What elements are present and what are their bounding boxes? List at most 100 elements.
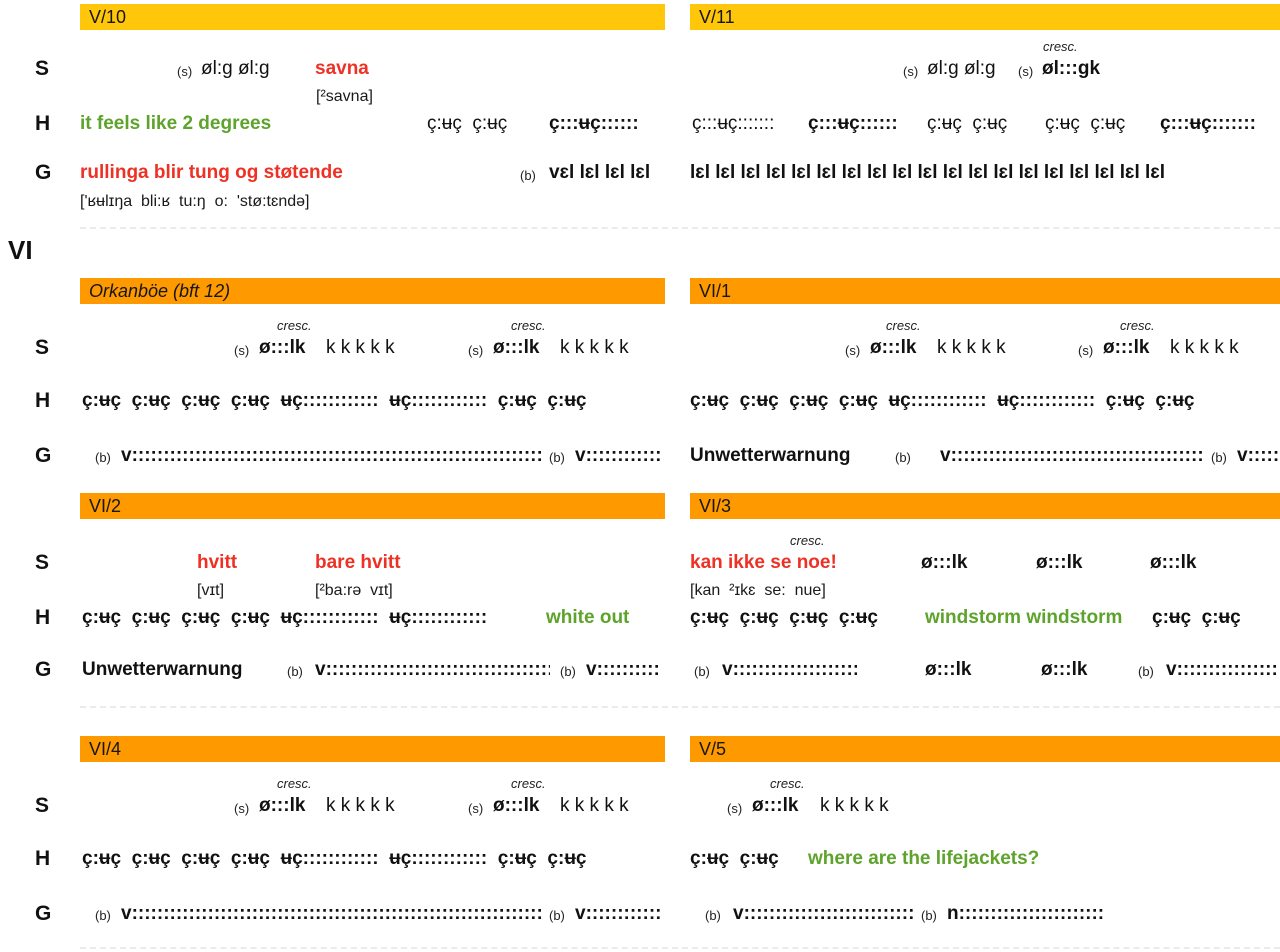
panel-header-vi4: VI/4 (80, 736, 665, 762)
orkanboe-s-k-seq: k k k k k (560, 337, 629, 358)
sub-voice-indicator: (s) (234, 343, 250, 358)
cresc-marking: cresc. (277, 776, 312, 791)
sub-voice-indicator: (b) (921, 908, 937, 923)
orkanboe-s-phonetic-bold: ø:::lk (493, 337, 540, 358)
v11-h-phonetic: ç:ʉç ç:ʉç (927, 113, 1008, 134)
vi3-g-phonetic-bold: ø:::lk (925, 659, 972, 680)
voice-label-h: H (35, 389, 51, 412)
v11-s-phonetic-bold: øl:::gk (1042, 58, 1101, 79)
v10-s-phonetic: øl:g øl:g (201, 58, 270, 79)
sub-voice-indicator: (s) (1078, 343, 1094, 358)
vi4-s-k-seq: k k k k k (560, 795, 629, 816)
section-label-vi: VI (8, 235, 33, 265)
vi3-s-ipa: [kan ²ɪkɛ se: nue] (690, 582, 826, 599)
cresc-marking: cresc. (277, 318, 312, 333)
panel-header-v11: V/11 (690, 4, 1280, 30)
vi2-g-word: Unwetterwarnung (82, 659, 243, 680)
cresc-marking: cresc. (886, 318, 921, 333)
sub-voice-indicator: (b) (95, 450, 111, 465)
panel-title-vi4: VI/4 (89, 738, 122, 759)
vi4-g-drone: v:::::::::::::::::::::::::::::::::::::::… (575, 903, 661, 924)
sub-voice-indicator: (b) (549, 908, 565, 923)
vi4-h-phonetic: ç:ʉç ç:ʉç ç:ʉç ç:ʉç ʉç:::::::::::: ʉç:::… (82, 848, 587, 869)
sub-voice-indicator: (s) (845, 343, 861, 358)
cresc-marking: cresc. (1043, 39, 1078, 54)
sub-voice-indicator: (s) (177, 64, 193, 79)
orkanboe-s-k-seq: k k k k k (326, 337, 395, 358)
v11-h-phonetic-bold: ç:::ʉç::::::: (1160, 113, 1257, 134)
sub-voice-indicator: (s) (1018, 64, 1034, 79)
cresc-marking: cresc. (511, 776, 546, 791)
panel-title-vi3: VI/3 (699, 495, 732, 516)
v11-s-phonetic: øl:g øl:g (927, 58, 996, 79)
sub-voice-indicator: (s) (903, 64, 919, 79)
panel-title-v5: V/5 (699, 738, 727, 759)
vi3-h-phonetic: ç:ʉç ç:ʉç (1152, 607, 1241, 628)
vi3-h-translation-green: windstorm windstorm (925, 607, 1123, 628)
vi4-s-phonetic-bold: ø:::lk (493, 795, 540, 816)
vi3-g-drone: v:::::::::::::::::::::::::::::::::::::::… (1166, 659, 1276, 680)
panel-header-vi2: VI/2 (80, 493, 665, 519)
v5-h-phonetic: ç:ʉç ç:ʉç (690, 848, 779, 869)
page-separator (80, 947, 1280, 949)
page-separator (80, 706, 1280, 708)
v5-s-k-seq: k k k k k (820, 795, 889, 816)
vi3-s-phonetic-bold: ø:::lk (1036, 552, 1083, 573)
sub-voice-indicator: (b) (895, 450, 911, 465)
voice-label-g: G (35, 444, 52, 467)
vi2-g-drone: v:::::::::::::::::::::::::::::::::::::::… (586, 659, 660, 680)
voice-label-g: G (35, 161, 52, 184)
vi2-s-lyric-red: bare hvitt (315, 552, 401, 573)
sub-voice-indicator: (s) (468, 801, 484, 816)
voice-label-g: G (35, 902, 52, 925)
vi2-s-ipa: [vɪt] (197, 582, 225, 599)
v10-g-lyric-red: rullinga blir tung og støtende (80, 162, 343, 183)
v10-g-ipa: ['ʁʉlɪŋa bli:ʁ tu:ŋ o: 'stø:tɛndə] (80, 193, 310, 210)
voice-label-h: H (35, 606, 51, 629)
panel-title-orkanboe: Orkanböe (bft 12) (89, 280, 231, 301)
v10-s-lyric-red: savna (315, 58, 369, 79)
v11-h-phonetic: ç:::ʉç::::::: (692, 113, 775, 134)
voice-label-h: H (35, 847, 51, 870)
orkanboe-g-drone: v:::::::::::::::::::::::::::::::::::::::… (121, 445, 541, 466)
voice-label-s: S (35, 336, 50, 359)
vi1-s-phonetic-bold: ø:::lk (870, 337, 917, 358)
vi3-s-phonetic-bold: ø:::lk (1150, 552, 1197, 573)
v10-h-phonetic: ç:ʉç ç:ʉç (427, 113, 508, 134)
sub-voice-indicator: (b) (694, 664, 710, 679)
v11-g-phonetic-bold: lɛl lɛl lɛl lɛl lɛl lɛl lɛl lɛl lɛl lɛl … (690, 162, 1166, 183)
vi4-s-k-seq: k k k k k (326, 795, 395, 816)
sub-voice-indicator: (s) (468, 343, 484, 358)
v10-s-ipa: [²savna] (316, 88, 373, 105)
sub-voice-indicator: (s) (234, 801, 250, 816)
panel-title-v11: V/11 (699, 6, 735, 27)
vi2-s-ipa: [²ba:rə vɪt] (315, 582, 393, 599)
vi3-s-phonetic-bold: ø:::lk (921, 552, 968, 573)
sub-voice-indicator: (s) (727, 801, 743, 816)
cresc-marking: cresc. (790, 533, 825, 548)
sub-voice-indicator: (b) (287, 664, 303, 679)
sub-voice-indicator: (b) (705, 908, 721, 923)
sub-voice-indicator: (b) (520, 168, 536, 183)
voice-label-s: S (35, 57, 50, 80)
panel-header-vi3: VI/3 (690, 493, 1280, 519)
vi3-h-phonetic: ç:ʉç ç:ʉç ç:ʉç ç:ʉç (690, 607, 878, 628)
vi2-h-phonetic: ç:ʉç ç:ʉç ç:ʉç ç:ʉç ʉç:::::::::::: ʉç:::… (82, 607, 488, 628)
vi1-s-k-seq: k k k k k (937, 337, 1006, 358)
panel-header-v10: V/10 (80, 4, 665, 30)
orkanboe-h-phonetic: ç:ʉç ç:ʉç ç:ʉç ç:ʉç ʉç:::::::::::: ʉç:::… (82, 390, 587, 411)
cresc-marking: cresc. (1120, 318, 1155, 333)
panel-header-v5: V/5 (690, 736, 1280, 762)
v10-h-phonetic-bold: ç:::ʉç:::::: (549, 113, 639, 134)
v5-h-translation-green: where are the lifejackets? (808, 848, 1040, 869)
vi1-g-word: Unwetterwarnung (690, 445, 851, 466)
vi2-g-drone: v:::::::::::::::::::::::::::::::::::::::… (315, 659, 550, 680)
v11-h-phonetic: ç:ʉç ç:ʉç (1045, 113, 1126, 134)
sub-voice-indicator: (b) (549, 450, 565, 465)
orkanboe-s-phonetic-bold: ø:::lk (259, 337, 306, 358)
voice-label-s: S (35, 794, 50, 817)
vi1-g-drone: v:::::::::::::::::::::::::::::::::::::::… (940, 445, 1205, 466)
v5-s-phonetic-bold: ø:::lk (752, 795, 799, 816)
v5-g-drone: v:::::::::::::::::::::::::::::::::::::::… (733, 903, 913, 924)
